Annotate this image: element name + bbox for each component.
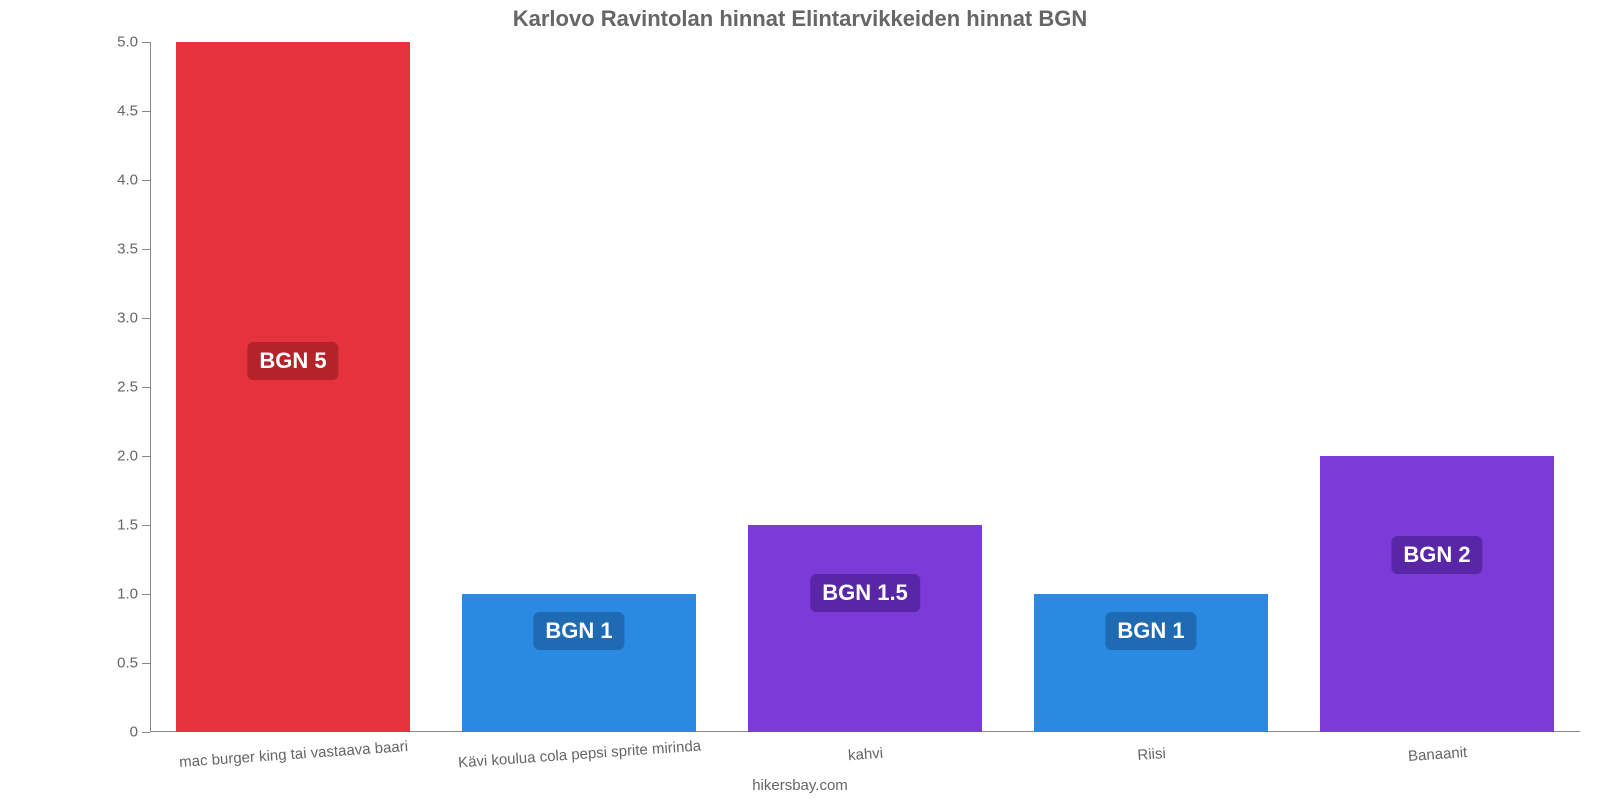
x-tick-label: kahvi [848,745,884,764]
y-tick-label: 1.5 [117,517,138,534]
bar-value-label: BGN 1 [533,612,624,650]
y-tick [142,456,150,457]
bar-value-label: BGN 5 [247,342,338,380]
y-tick [142,387,150,388]
bar [748,525,983,732]
bar-value-label: BGN 1.5 [810,574,920,612]
y-tick-label: 3.0 [117,310,138,327]
y-tick [142,42,150,43]
y-tick-label: 4.5 [117,103,138,120]
y-tick-label: 1.0 [117,586,138,603]
chart-title: Karlovo Ravintolan hinnat Elintarvikkeid… [0,6,1600,32]
bar-value-label: BGN 1 [1105,612,1196,650]
y-tick [142,525,150,526]
y-tick-label: 0.5 [117,655,138,672]
y-tick-label: 0 [130,724,138,741]
bar-value-label: BGN 2 [1391,536,1482,574]
y-tick [142,594,150,595]
y-tick [142,318,150,319]
chart-footer: hikersbay.com [0,777,1600,794]
plot-area: 00.51.01.52.02.53.03.54.04.55.0BGN 5mac … [150,42,1580,732]
y-tick [142,663,150,664]
x-tick-label: Banaanit [1407,744,1467,765]
y-tick [142,111,150,112]
y-axis-line [150,42,151,732]
y-tick-label: 3.5 [117,241,138,258]
y-tick-label: 5.0 [117,34,138,51]
y-tick-label: 4.0 [117,172,138,189]
bar [176,42,411,732]
x-tick-label: mac burger king tai vastaava baari [179,738,409,771]
y-tick [142,249,150,250]
bar [1320,456,1555,732]
y-tick-label: 2.5 [117,379,138,396]
y-tick [142,180,150,181]
x-tick-label: Riisi [1137,745,1166,764]
y-tick-label: 2.0 [117,448,138,465]
x-tick-label: Kävi koulua cola pepsi sprite mirinda [458,738,702,772]
y-tick [142,732,150,733]
